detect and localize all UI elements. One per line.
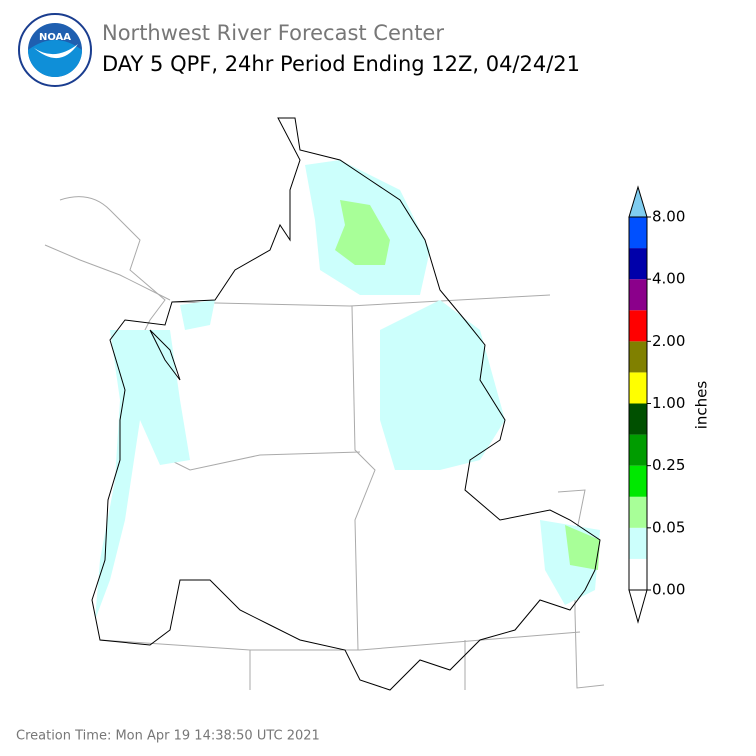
colorbar-label: inches	[693, 381, 711, 430]
colorbar-segment	[629, 465, 647, 497]
colorbar-segment	[629, 248, 647, 280]
noaa-logo: NOAA	[18, 13, 92, 87]
colorbar-segment	[629, 558, 647, 590]
basin-outline	[91, 117, 601, 691]
colorbar-tick-label: 0.05	[652, 518, 685, 536]
precip-areas	[95, 160, 600, 620]
colorbar-segment	[629, 372, 647, 404]
subtitle: DAY 5 QPF, 24hr Period Ending 12Z, 04/24…	[102, 52, 580, 76]
puget-sound	[149, 329, 181, 381]
colorbar-segment	[629, 496, 647, 528]
logo-text: NOAA	[39, 32, 71, 43]
colorbar-segment	[629, 341, 647, 373]
colorbar-tick-label: 2.00	[652, 332, 685, 350]
colorbar-tick-label: 0.00	[652, 581, 685, 599]
colorbar-tick-label: 8.00	[652, 208, 685, 226]
colorbar-over	[628, 185, 648, 218]
title: Northwest River Forecast Center	[102, 21, 444, 45]
colorbar-segment	[629, 434, 647, 466]
colorbar-segment	[629, 403, 647, 435]
colorbar-segment	[629, 527, 647, 559]
colorbar-segment	[629, 217, 647, 249]
colorbar-segment	[629, 310, 647, 342]
colorbar-under	[628, 589, 648, 624]
creation-time: Creation Time: Mon Apr 19 14:38:50 UTC 2…	[16, 729, 320, 744]
colorbar-tick-label: 1.00	[652, 394, 685, 412]
colorbar: 0.00 0.05 0.25 1.00 2.00 4.00 8.00	[628, 185, 685, 624]
colorbar-segment	[629, 279, 647, 311]
colorbar-tick-label: 4.00	[652, 270, 685, 288]
colorbar-tick-label: 0.25	[652, 456, 685, 474]
